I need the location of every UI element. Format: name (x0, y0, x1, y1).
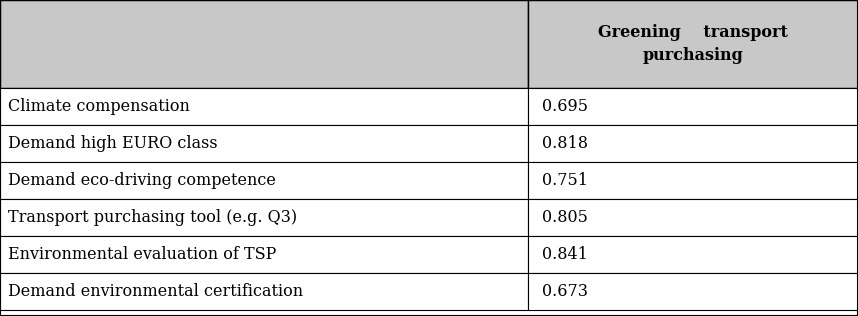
Bar (528, 273, 858, 310)
Text: Demand environmental certification: Demand environmental certification (8, 283, 303, 300)
Text: Greening    transport
purchasing: Greening transport purchasing (598, 24, 788, 64)
Bar (528, 125, 858, 162)
Text: 0.695: 0.695 (541, 98, 588, 115)
Text: Transport purchasing tool (e.g. Q3): Transport purchasing tool (e.g. Q3) (8, 209, 297, 226)
Text: 0.805: 0.805 (541, 209, 588, 226)
Bar (0, 273, 528, 310)
Bar (0, 236, 528, 273)
Bar (528, 0, 858, 88)
Text: Demand high EURO class: Demand high EURO class (8, 135, 218, 152)
Text: 0.841: 0.841 (541, 246, 588, 263)
Bar (528, 236, 858, 273)
Bar (528, 88, 858, 125)
Bar (0, 88, 528, 125)
Bar (528, 199, 858, 236)
Bar (0, 125, 528, 162)
Bar (528, 162, 858, 199)
Text: 0.818: 0.818 (541, 135, 588, 152)
Bar (0, 0, 528, 88)
Text: Climate compensation: Climate compensation (8, 98, 190, 115)
Bar (0, 162, 528, 199)
Bar (0, 199, 528, 236)
Text: 0.673: 0.673 (541, 283, 588, 300)
Text: Environmental evaluation of TSP: Environmental evaluation of TSP (8, 246, 276, 263)
Text: Demand eco-driving competence: Demand eco-driving competence (8, 172, 276, 189)
Text: 0.751: 0.751 (541, 172, 588, 189)
